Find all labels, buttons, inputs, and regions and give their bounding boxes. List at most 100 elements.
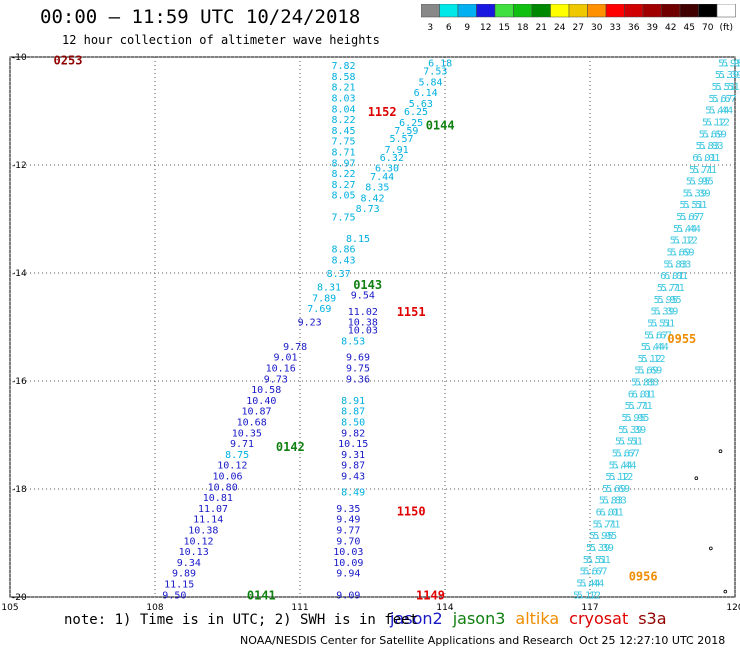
swh-value-jason2: 9.34	[177, 558, 201, 569]
swh-value-jason2: 9.77	[336, 526, 360, 537]
swh-value-jason2: 10.03	[333, 547, 363, 558]
swh-value-altika: 5.83	[635, 378, 659, 389]
swh-value-altika: 5.39	[618, 425, 642, 436]
swh-value-altika: 5.39	[650, 307, 674, 318]
swh-value-altika: 5.83	[663, 259, 687, 270]
swh-value-jason2: 10.38	[188, 526, 218, 537]
swh-value-jason3: 8.49	[341, 488, 365, 499]
swh-value-altika: 5.44	[709, 106, 733, 117]
scale-label: 21	[536, 23, 547, 33]
scale-label: 12	[480, 23, 491, 33]
swh-value-jason2: 9.73	[264, 374, 288, 385]
scale-label: 18	[517, 23, 529, 33]
scale-label: 9	[464, 23, 470, 33]
pass-time-label: 1149	[416, 588, 445, 602]
swh-value-jason3: 8.31	[317, 283, 341, 294]
swh-value-altika: 5.44	[673, 224, 697, 235]
swh-value-altika: 5.39	[719, 70, 740, 81]
swh-value-jason2: 10.80	[208, 482, 238, 493]
swh-value-jason3: 7.75	[331, 137, 355, 148]
x-tick-label: 120	[726, 603, 740, 613]
swh-value-jason3: 6.25	[404, 107, 428, 118]
y-tick-label: -16	[12, 377, 27, 387]
swh-value-altika: 6.01	[600, 508, 624, 519]
swh-value-altika: 5.44	[641, 342, 665, 353]
swh-value-altika: 6.01	[596, 508, 620, 519]
swh-value-altika: 5.44	[677, 224, 701, 235]
swh-value-altika: 5.69	[667, 248, 691, 259]
swh-value-altika: 5.71	[592, 519, 616, 530]
swh-value-jason2: 9.49	[336, 515, 360, 526]
swh-value-jason2: 9.70	[336, 536, 360, 547]
swh-value-altika: 5.39	[586, 543, 610, 554]
pass-time-label: 0956	[629, 569, 658, 583]
x-tick-label: 114	[436, 603, 453, 613]
swh-value-jason2: 9.50	[162, 590, 186, 601]
swh-value-jason3: 7.91	[385, 145, 409, 156]
swh-value-jason2: 11.07	[198, 504, 228, 515]
scale-label: 39	[647, 23, 659, 33]
swh-value-jason3: 8.03	[331, 94, 355, 105]
legend-entry-jason2: jason2	[390, 609, 443, 628]
swh-value-jason2: 9.31	[341, 450, 365, 461]
swh-value-altika: 5.95	[589, 531, 613, 542]
swh-value-jason3: 7.89	[312, 293, 336, 304]
swh-value-jason2: 10.16	[266, 364, 296, 375]
plot-frame	[9, 56, 736, 598]
coastline-mark	[709, 546, 713, 551]
swh-value-altika: 5.39	[590, 543, 614, 554]
swh-value-altika: 5.12	[577, 590, 601, 601]
swh-value-jason2: 10.40	[246, 396, 276, 407]
swh-value-altika: 5.44	[609, 460, 633, 471]
legend-entry-altika: altika	[515, 609, 560, 628]
pass-time-label: 0144	[426, 119, 455, 133]
swh-value-jason2: 9.54	[351, 291, 375, 302]
scale-label: 15	[499, 23, 510, 33]
swh-value-jason3: 6.14	[414, 88, 438, 99]
swh-value-jason3: 6.25	[399, 118, 423, 129]
y-tick-label: -20	[12, 593, 27, 603]
swh-value-altika: 5.95	[718, 58, 740, 69]
swh-value-altika: 5.71	[657, 283, 681, 294]
swh-value-altika: 6.01	[628, 389, 652, 400]
legend-entry-s3a: s3a	[638, 609, 667, 628]
swh-value-altika: 5.44	[705, 106, 729, 117]
swh-value-altika: 5.44	[580, 578, 604, 589]
swh-value-jason2: 9.01	[273, 353, 297, 364]
scale-label: 70	[702, 23, 714, 33]
swh-value-altika: 5.83	[599, 496, 623, 507]
pass-time-label: 0141	[247, 588, 276, 602]
coastline-mark	[718, 449, 723, 454]
swh-value-jason2: 9.78	[283, 342, 307, 353]
x-tick-label: 105	[1, 603, 18, 613]
swh-value-altika: 5.39	[654, 307, 678, 318]
swh-value-jason3: 5.63	[409, 99, 433, 110]
swh-value-altika: 6.01	[664, 271, 688, 282]
color-scale-legend: 3 6 9 12 15 18 21 24 27 30 33 36 39 42 45 70 (ft)	[421, 4, 736, 33]
swh-value-altika: 5.83	[699, 141, 723, 152]
swh-value-jason2: 9.69	[346, 353, 370, 364]
swh-value-altika: 5.12	[702, 118, 726, 129]
scale-label: 6	[446, 23, 452, 33]
footnote: note: 1) Time is in UTC; 2) SWH is in fe…	[64, 612, 419, 628]
swh-value-altika: 5.95	[621, 413, 645, 424]
swh-value-jason3: 8.35	[365, 183, 389, 194]
swh-value-jason2: 9.82	[341, 428, 365, 439]
swh-value-jason2: 10.09	[333, 558, 363, 569]
swh-value-altika: 5.95	[686, 177, 710, 188]
swh-value-altika: 5.12	[605, 472, 629, 483]
swh-value-jason2: 10.13	[179, 547, 209, 558]
scale-label: 33	[610, 23, 621, 33]
swh-value-jason3: 8.21	[331, 83, 355, 94]
swh-value-altika: 5.71	[625, 401, 649, 412]
scale-label: 42	[665, 23, 676, 33]
swh-value-altika: 5.95	[654, 295, 678, 306]
swh-value-altika: 5.44	[612, 460, 636, 471]
swh-value-altika: 5.69	[670, 248, 694, 259]
swh-value-jason3: 8.27	[331, 180, 355, 191]
pass-time-label: 1152	[368, 105, 397, 119]
swh-value-jason3: 8.05	[331, 191, 355, 202]
swh-value-altika: 5.51	[619, 437, 643, 448]
swh-value-jason3: 8.45	[331, 126, 355, 137]
swh-value-jason2: 9.35	[336, 504, 360, 515]
